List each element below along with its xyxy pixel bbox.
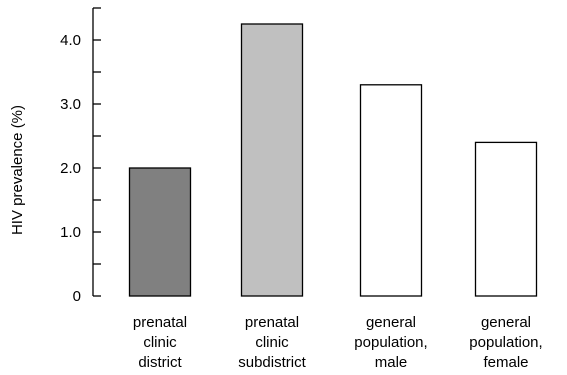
bar — [359, 84, 423, 297]
bar — [474, 141, 538, 297]
y-tick-label: 4.0 — [60, 32, 81, 49]
x-category-label: general — [481, 314, 531, 331]
x-category-label: clinic — [143, 334, 177, 351]
y-tick-label: 1.0 — [60, 224, 81, 241]
x-axis: prenatal clinic district prenatal clinic subd… — [133, 314, 543, 371]
x-category-label: male — [375, 354, 408, 371]
x-category-label: clinic — [255, 334, 289, 351]
y-axis-title: HIV prevalence (%) — [9, 105, 26, 235]
y-tick-label: 0 — [73, 288, 81, 305]
x-category-label: prenatal — [245, 314, 299, 331]
x-category-label: general — [366, 314, 416, 331]
bars — [128, 23, 538, 297]
x-category-label: population, — [354, 334, 427, 351]
bar — [240, 23, 304, 297]
x-category-label: subdistrict — [238, 354, 306, 371]
y-tick-label: 3.0 — [60, 96, 81, 113]
x-category-label: population, — [469, 334, 542, 351]
y-tick-label: 2.0 — [60, 160, 81, 177]
x-category-label: district — [138, 354, 182, 371]
x-category-label: prenatal — [133, 314, 187, 331]
y-axis: 0 1.0 2.0 3.0 4.0 — [60, 7, 101, 305]
bar — [128, 167, 192, 297]
x-category-label: female — [483, 354, 528, 371]
